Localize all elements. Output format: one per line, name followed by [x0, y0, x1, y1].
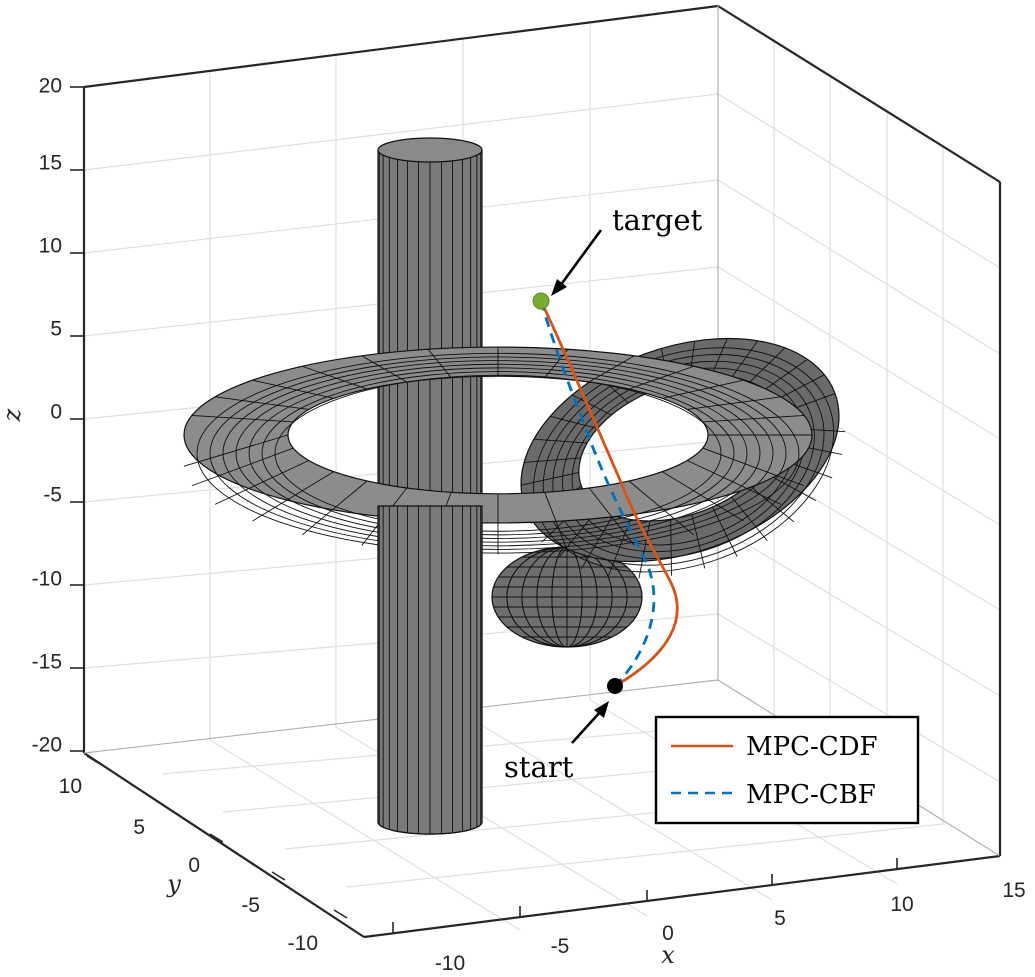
- obstacle-torus-horizontal-segment-line: [183, 434, 289, 467]
- z-tick-label: 10: [39, 235, 62, 258]
- z-tick-label: 0: [50, 401, 62, 424]
- x-axis-label: x: [661, 941, 675, 969]
- obstacle-torus-tilted-segment-line: [607, 519, 631, 577]
- series-line-mpc-cdf: [539, 300, 679, 688]
- obstacle-torus-horizontal-segment-line: [191, 414, 294, 423]
- x-tick-label: -10: [435, 952, 465, 975]
- legend: MPC-CDF MPC-CBF: [654, 715, 920, 825]
- obstacle-torus-horizontal-segment-line: [661, 471, 744, 522]
- legend-box: [654, 715, 920, 825]
- obstacle-torus-tilted-segment-line: [571, 394, 612, 416]
- z-tick-label: 15: [39, 152, 62, 175]
- obstacle-torus-horizontal-segment-line: [702, 414, 805, 423]
- x-axis-ticks: -10 -5 0 5 10 15 x: [392, 844, 1026, 975]
- obstacle-torus-horizontal-segment-line: [687, 460, 782, 505]
- z-tick-label: 20: [39, 75, 62, 98]
- obstacle-torus-horizontal-segment-line: [302, 365, 368, 390]
- start-arrowhead: [594, 701, 609, 718]
- obstacle-torus-tilted-segment-line: [760, 358, 808, 393]
- start-annotation: start: [504, 750, 574, 784]
- z-axis-ticks: 20 15 10 5 0 -5 -10 -15 -20 z: [0, 75, 84, 757]
- obstacle-torus-horizontal: [183, 346, 813, 555]
- obstacle-torus-horizontal-segment-line: [214, 460, 309, 505]
- obstacle-torus-horizontal-segment-line: [252, 379, 334, 399]
- obstacle-torus-horizontal-segment-line: [252, 471, 335, 522]
- y-axis-label: y: [166, 870, 181, 898]
- target-annotation: target: [612, 203, 703, 237]
- y-tick-label: -5: [241, 894, 260, 917]
- obstacle-torus-tilted-segment-line: [731, 496, 768, 542]
- obstacle-torus-tilted-segment-line: [748, 484, 795, 523]
- target-marker: [532, 292, 550, 310]
- z-tick-label: -10: [32, 568, 62, 591]
- obstacles: [183, 137, 846, 835]
- start-arrow: [571, 710, 602, 744]
- z-tick-label: -15: [32, 651, 62, 674]
- obstacle-torus-horizontal-segment-line: [427, 349, 452, 378]
- z-tick-label: -20: [32, 734, 62, 757]
- trajectories: [532, 292, 679, 694]
- y-tick-label: 5: [133, 816, 145, 839]
- obstacle-torus-tilted-segment-line: [670, 519, 672, 576]
- y-tick-label: -10: [288, 932, 318, 955]
- y-axis-ticks: 10 5 0 -5 -10 y: [59, 755, 348, 955]
- z-axis-label: z: [0, 408, 26, 422]
- obstacle-torus-tilted-segment-line: [520, 471, 579, 486]
- obstacle-torus-horizontal-segment-line: [361, 355, 408, 383]
- obstacle-torus-tilted-segment-line: [524, 457, 581, 463]
- obstacle-torus-horizontal-segment-line: [191, 447, 294, 487]
- obstacle-torus-tilted-segment-line: [533, 438, 588, 444]
- legend-label-mpc-cbf: MPC-CBF: [746, 780, 876, 810]
- x-tick-label: 15: [1002, 879, 1025, 902]
- x-tick-label: 5: [774, 907, 786, 930]
- target-arrow: [558, 229, 603, 287]
- x-tick-label: 10: [890, 893, 913, 916]
- obstacle-torus-horizontal-segment-line: [662, 379, 744, 399]
- obstacle-torus-horizontal-segment-line: [588, 355, 635, 383]
- annotations: target start: [504, 203, 703, 784]
- obstacle-torus-horizontal-segment-line: [702, 447, 805, 487]
- obstacle-torus-horizontal-segment-line: [301, 480, 368, 536]
- obstacle-torus-tilted-segment-line: [729, 340, 759, 381]
- obstacle-torus-tilted-segment-line: [580, 514, 614, 570]
- obstacle-torus-horizontal-segment-line: [628, 365, 694, 390]
- obstacle-sphere: [491, 546, 643, 648]
- obstacle-torus-tilted-segment-line: [712, 506, 738, 557]
- cylinder-top: [377, 137, 483, 163]
- series-line-mpc-cbf: [539, 300, 656, 687]
- x-tick-label: 0: [662, 922, 674, 945]
- obstacle-torus-horizontal-segment-line: [687, 396, 781, 410]
- obstacle-torus-tilted-segment-line: [746, 347, 786, 386]
- obstacle-cylinder-front: [377, 505, 483, 835]
- z-tick-label: -5: [43, 484, 62, 507]
- obstacle-torus-tilted-segment-line: [550, 415, 598, 430]
- x-tick-label: -5: [551, 935, 570, 958]
- start-marker: [607, 678, 623, 694]
- target-arrowhead: [551, 279, 567, 296]
- obstacle-torus-horizontal-segment-line: [588, 487, 635, 546]
- y-tick-label: 0: [188, 854, 200, 877]
- y-tick-label: 10: [59, 775, 82, 798]
- obstacle-torus-horizontal-segment-line: [544, 492, 569, 553]
- z-tick-label: 5: [50, 318, 62, 341]
- obstacle-torus-horizontal-segment-line: [215, 396, 309, 410]
- obstacle-torus-horizontal-segment-line: [628, 480, 695, 536]
- legend-label-mpc-cdf: MPC-CDF: [746, 732, 878, 762]
